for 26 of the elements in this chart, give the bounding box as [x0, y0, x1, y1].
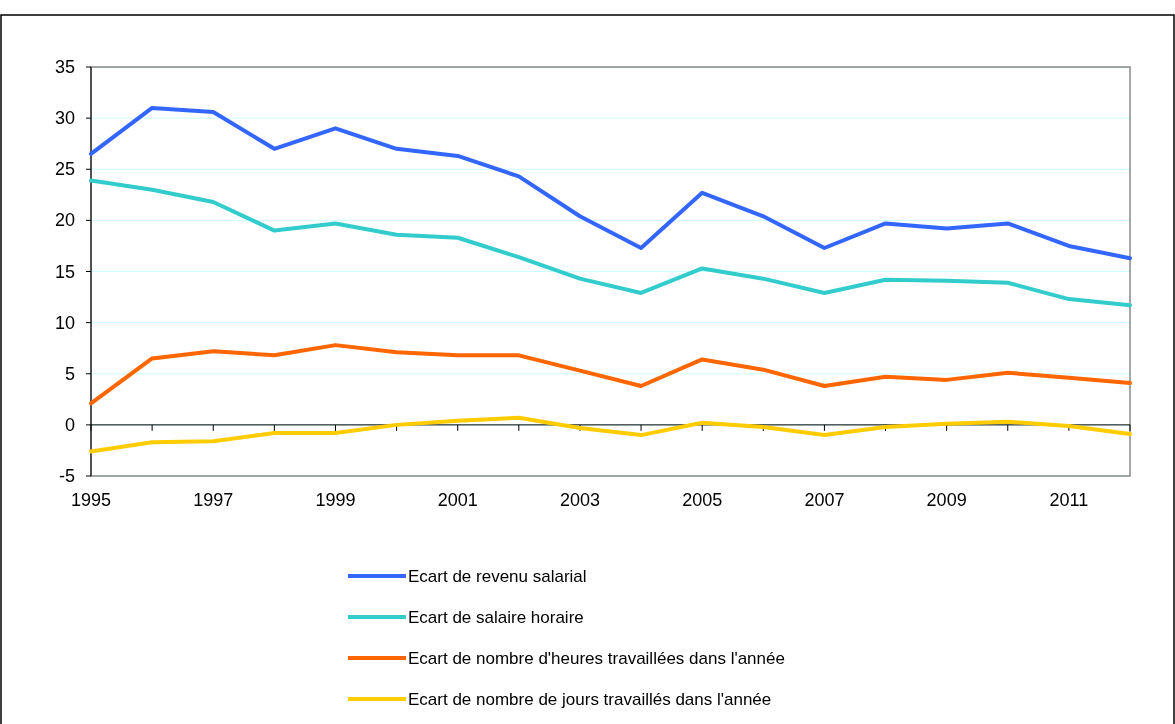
y-tick-label: 10	[54, 312, 75, 333]
legend-label: Ecart de nombre de jours travaillés dans l'année	[408, 690, 772, 709]
legend-label: Ecart de revenu salarial	[408, 567, 587, 586]
y-tick-label: 25	[54, 159, 75, 180]
x-tick-label: 2009	[926, 490, 967, 510]
x-tick-label: 2011	[1049, 490, 1089, 510]
x-tick-label: 1997	[193, 490, 234, 510]
line-series	[89, 105, 1132, 261]
legend-label: Ecart de nombre d'heures travaillées dans l'année	[408, 649, 785, 668]
y-tick-label: 30	[54, 108, 75, 129]
x-tick-label: 2001	[437, 490, 478, 510]
x-tick-label: 2003	[559, 490, 600, 510]
y-tick-label: 0	[64, 414, 75, 435]
y-tick-label: 15	[54, 261, 75, 282]
x-tick-label: 1999	[315, 490, 356, 510]
legend-label: Ecart de salaire horaire	[408, 608, 584, 627]
line-series	[89, 415, 1132, 454]
y-tick-label: 5	[64, 363, 75, 384]
line-series	[89, 343, 1132, 406]
line-series	[89, 178, 1132, 308]
x-tick-label: 1995	[70, 490, 112, 510]
y-tick-label: 35	[54, 57, 75, 77]
y-tick-label: -5	[58, 466, 75, 486]
y-tick-label: 20	[54, 210, 75, 231]
x-tick-label: 2007	[804, 490, 845, 510]
x-tick-label: 2005	[682, 490, 723, 510]
